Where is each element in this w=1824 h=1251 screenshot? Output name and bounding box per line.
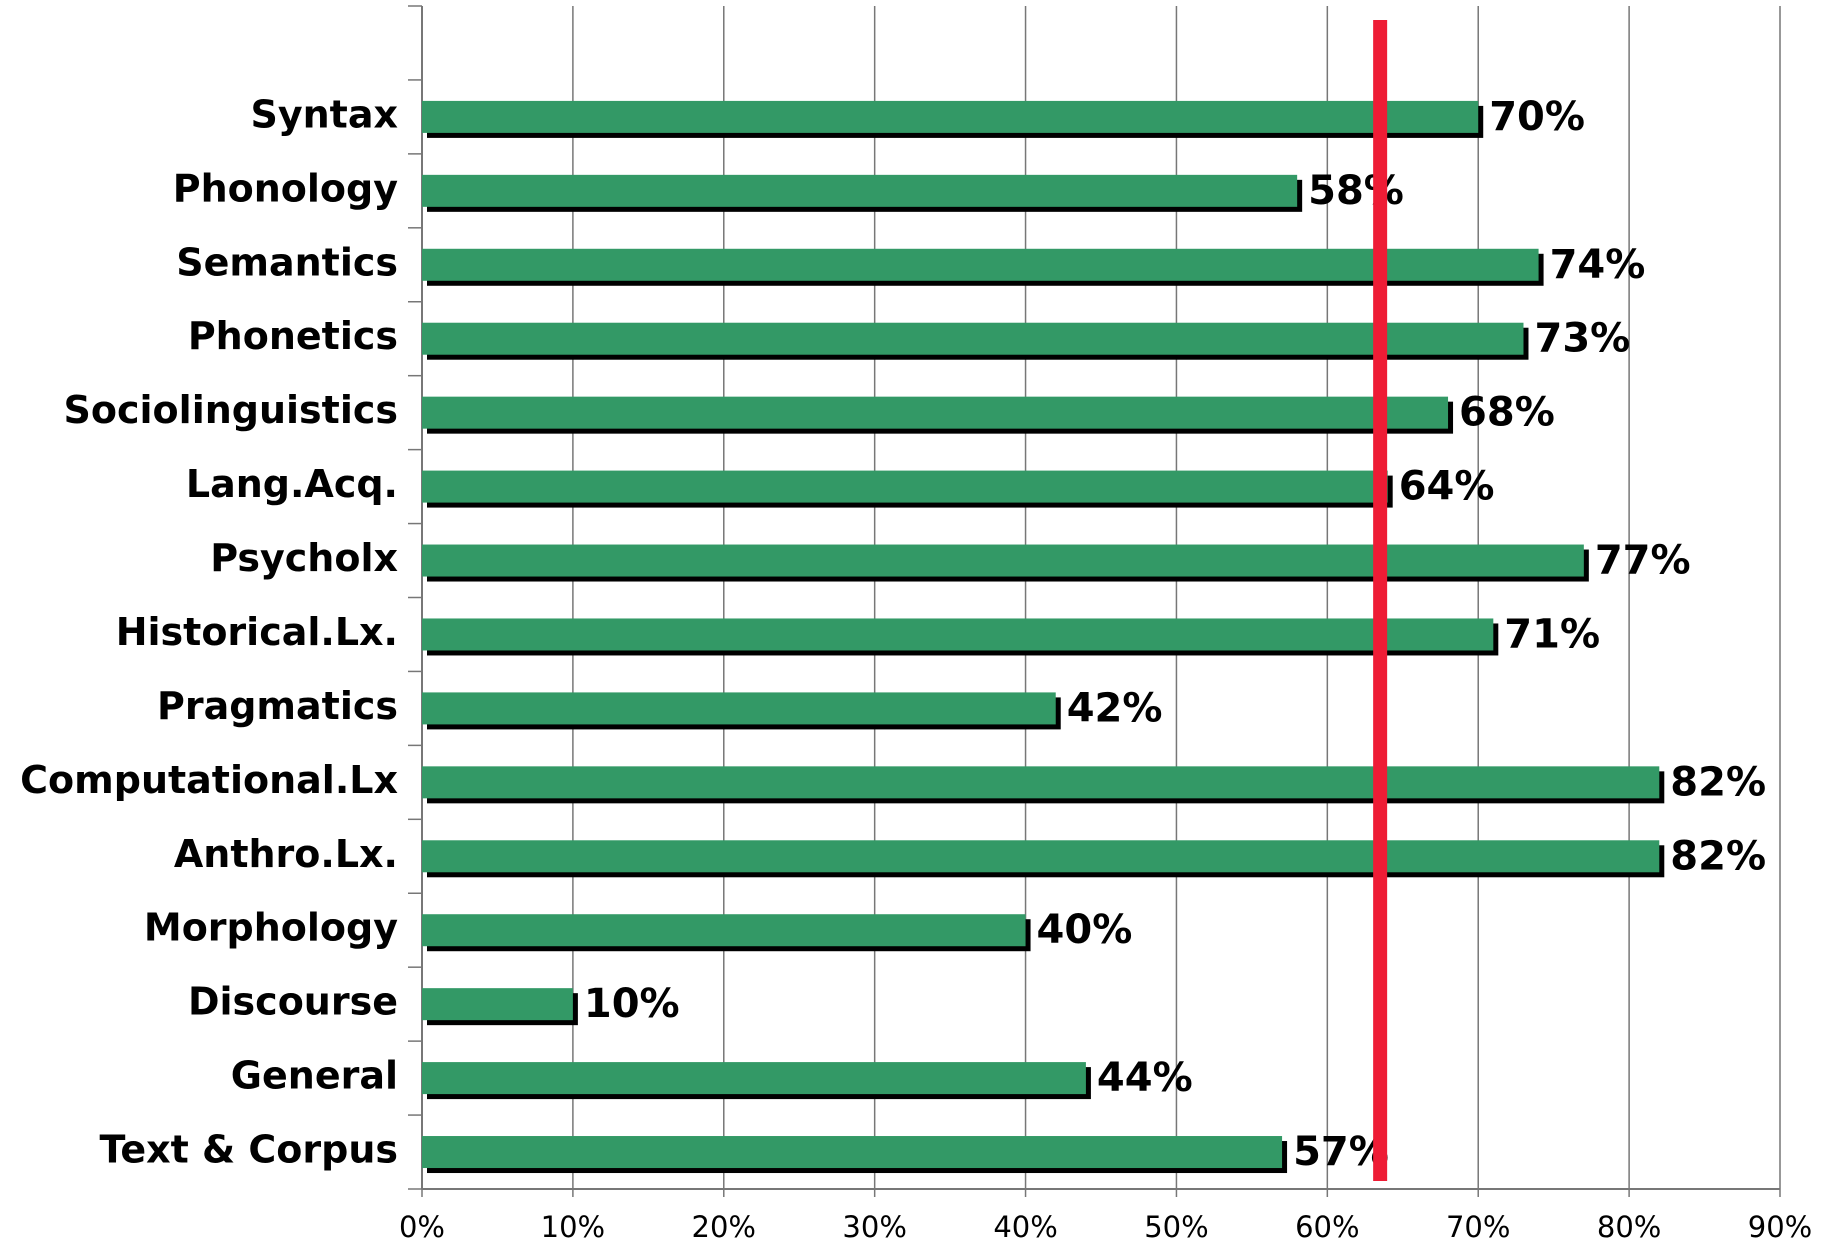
- bar: [422, 470, 1388, 503]
- category-label: Syntax: [250, 92, 398, 136]
- category-label: General: [231, 1054, 398, 1098]
- value-label: 74%: [1550, 242, 1646, 288]
- bar: [422, 1062, 1086, 1095]
- category-label: Lang.Acq.: [186, 462, 398, 506]
- reference-line: [1373, 20, 1388, 1181]
- category-label: Historical.Lx.: [116, 610, 398, 654]
- bar: [422, 248, 1539, 281]
- bar: [422, 322, 1524, 355]
- category-label: Text & Corpus: [99, 1128, 398, 1172]
- value-label: 64%: [1399, 464, 1495, 510]
- category-label: Semantics: [176, 240, 398, 284]
- category-label: Computational.Lx: [20, 758, 398, 802]
- value-label: 70%: [1489, 94, 1585, 140]
- category-label: Phonology: [173, 166, 399, 210]
- bar: [422, 174, 1298, 207]
- value-label: 68%: [1459, 390, 1555, 436]
- category-label: Phonetics: [188, 314, 398, 358]
- bar: [422, 1136, 1283, 1169]
- value-label: 58%: [1308, 168, 1404, 214]
- x-tick-label: 70%: [1446, 1210, 1510, 1244]
- value-label: 10%: [584, 981, 680, 1027]
- x-tick-label: 0%: [399, 1210, 445, 1244]
- x-tick-label: 30%: [842, 1210, 906, 1244]
- category-label: Discourse: [188, 980, 398, 1024]
- bar: [422, 396, 1449, 429]
- value-label: 40%: [1037, 907, 1133, 953]
- x-tick-label: 10%: [541, 1210, 605, 1244]
- x-tick-label: 60%: [1295, 1210, 1359, 1244]
- value-label: 42%: [1067, 685, 1163, 731]
- bar: [422, 766, 1660, 799]
- bar: [422, 914, 1026, 947]
- bar: [422, 840, 1660, 873]
- x-tick-label: 90%: [1748, 1210, 1812, 1244]
- category-label: Psycholx: [210, 536, 398, 580]
- bar: [422, 100, 1479, 133]
- bar: [422, 544, 1584, 577]
- category-label: Pragmatics: [157, 684, 398, 728]
- x-tick-label: 80%: [1597, 1210, 1661, 1244]
- bar: [422, 618, 1494, 651]
- bar: [422, 692, 1056, 725]
- value-label: 77%: [1595, 538, 1691, 584]
- value-label: 82%: [1670, 833, 1766, 879]
- bar: [422, 988, 573, 1021]
- x-tick-label: 20%: [692, 1210, 756, 1244]
- value-label: 57%: [1293, 1129, 1389, 1175]
- category-label: Morphology: [144, 906, 398, 950]
- value-label: 71%: [1504, 611, 1600, 657]
- value-label: 73%: [1534, 316, 1630, 362]
- value-label: 44%: [1097, 1055, 1193, 1101]
- value-label: 82%: [1670, 759, 1766, 805]
- category-label: Sociolinguistics: [64, 388, 398, 432]
- x-tick-label: 40%: [993, 1210, 1057, 1244]
- x-tick-label: 50%: [1144, 1210, 1208, 1244]
- category-label: Anthro.Lx.: [174, 832, 398, 876]
